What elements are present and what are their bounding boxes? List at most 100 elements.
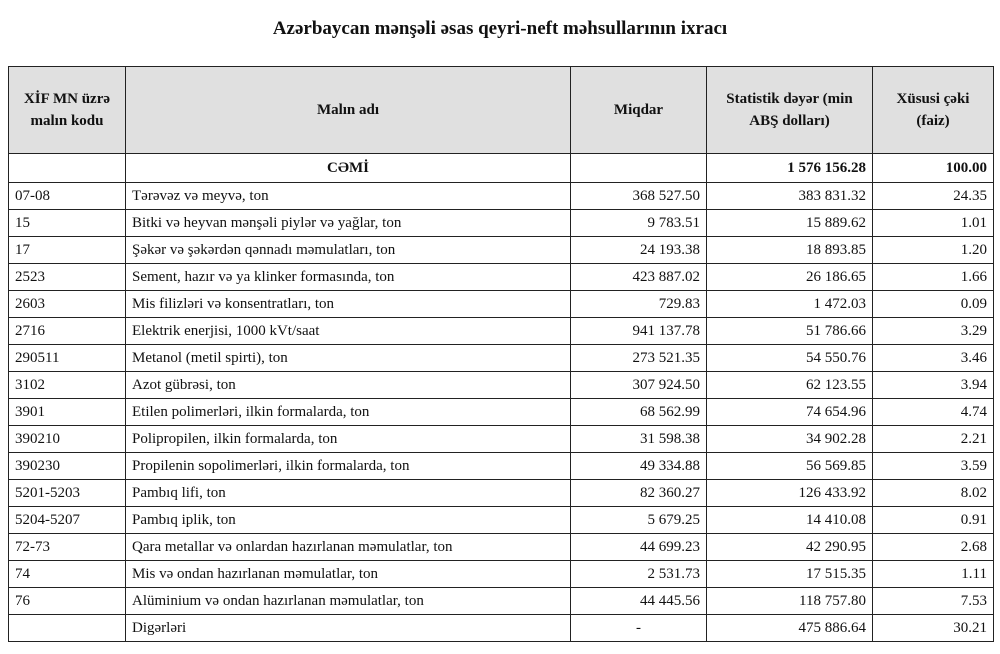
- cell-quantity: 307 924.50: [570, 371, 707, 399]
- total-share: 100.00: [872, 153, 994, 183]
- header-quantity: Miqdar: [570, 66, 707, 154]
- cell-quantity: 49 334.88: [570, 452, 707, 480]
- cell-value: 74 654.96: [706, 398, 873, 426]
- total-code: [8, 153, 126, 183]
- cell-share: 1.11: [872, 560, 994, 588]
- cell-share: 3.94: [872, 371, 994, 399]
- cell-share: 3.46: [872, 344, 994, 372]
- cell-name: Polipropilen, ilkin formalarda, ton: [125, 425, 571, 453]
- cell-code: 07-08: [8, 182, 126, 210]
- total-quantity: [570, 153, 707, 183]
- header-code: XİF MN üzrə malın kodu: [8, 66, 126, 154]
- cell-quantity: 729.83: [570, 290, 707, 318]
- cell-name: Elektrik enerjisi, 1000 kVt/saat: [125, 317, 571, 345]
- table-row: 3901 Etilen polimerləri, ilkin formalarda…: [8, 398, 994, 426]
- cell-value: 118 757.80: [706, 587, 873, 615]
- table-row: Digərləri -475 886.64 30.21: [8, 614, 994, 642]
- cell-name: Bitki və heyvan mənşəli piylər və yağlar…: [125, 209, 571, 237]
- cell-quantity: 44 445.56: [570, 587, 707, 615]
- table-row: 17 Şəkər və şəkərdən qənnadı məmulatları,…: [8, 236, 994, 264]
- cell-share: 3.29: [872, 317, 994, 345]
- table-row: 3102 Azot gübrəsi, ton 307 924.50 62 123.55…: [8, 371, 994, 399]
- cell-name: Sement, hazır və ya klinker formasında, …: [125, 263, 571, 291]
- cell-name: Şəkər və şəkərdən qənnadı məmulatları, t…: [125, 236, 571, 264]
- table-row: 15 Bitki və heyvan mənşəli piylər və yağl…: [8, 209, 994, 237]
- cell-value: 1 472.03: [706, 290, 873, 318]
- cell-quantity: 273 521.35: [570, 344, 707, 372]
- cell-share: 1.20: [872, 236, 994, 264]
- header-value: Statistik dəyər (min ABŞ dolları): [706, 66, 873, 154]
- table-row: 2603 Mis filizləri və konsentratları, ton…: [8, 290, 994, 318]
- exports-table: XİF MN üzrə malın kodu Malın adı Miqdar …: [8, 66, 994, 642]
- cell-name: Mis filizləri və konsentratları, ton: [125, 290, 571, 318]
- cell-code: 390230: [8, 452, 126, 480]
- cell-value: 15 889.62: [706, 209, 873, 237]
- cell-value: 14 410.08: [706, 506, 873, 534]
- cell-code: 5201-5203: [8, 479, 126, 507]
- table-row: 07-08 Tərəvəz və meyvə, ton 368 527.50 383 …: [8, 182, 994, 210]
- cell-value: 54 550.76: [706, 344, 873, 372]
- cell-quantity: 5 679.25: [570, 506, 707, 534]
- cell-quantity: 24 193.38: [570, 236, 707, 264]
- page-title: Azərbaycan mənşəli əsas qeyri-neft məhsu…: [272, 18, 728, 39]
- cell-value: 18 893.85: [706, 236, 873, 264]
- cell-quantity: 68 562.99: [570, 398, 707, 426]
- cell-name: Etilen polimerləri, ilkin formalarda, to…: [125, 398, 571, 426]
- cell-value: 26 186.65: [706, 263, 873, 291]
- cell-quantity: 423 887.02: [570, 263, 707, 291]
- table-row: 290511 Metanol (metil spirti), ton 273 521…: [8, 344, 994, 372]
- header-share: Xüsusi çəki (faiz): [872, 66, 994, 154]
- cell-share: 24.35: [872, 182, 994, 210]
- cell-code: 15: [8, 209, 126, 237]
- header-row: XİF MN üzrə malın kodu Malın adı Miqdar …: [8, 66, 994, 154]
- cell-quantity: 2 531.73: [570, 560, 707, 588]
- cell-value: 34 902.28: [706, 425, 873, 453]
- table-row: 390230 Propilenin sopolimerləri, ilkin fo…: [8, 452, 994, 480]
- cell-share: 2.68: [872, 533, 994, 561]
- cell-share: 1.66: [872, 263, 994, 291]
- cell-value: 475 886.64: [706, 614, 873, 642]
- cell-share: 4.74: [872, 398, 994, 426]
- cell-code: 3901: [8, 398, 126, 426]
- table-row: 2523 Sement, hazır və ya klinker formasın…: [8, 263, 994, 291]
- cell-code: 76: [8, 587, 126, 615]
- cell-value: 56 569.85: [706, 452, 873, 480]
- table-row: 390210 Polipropilen, ilkin formalarda, to…: [8, 425, 994, 453]
- cell-name: Tərəvəz və meyvə, ton: [125, 182, 571, 210]
- cell-value: 17 515.35: [706, 560, 873, 588]
- cell-quantity: 368 527.50: [570, 182, 707, 210]
- table-row: 5201-5203 Pambıq lifi, ton 82 360.27 126 43…: [8, 479, 994, 507]
- cell-name: Mis və ondan hazırlanan məmulatlar, ton: [125, 560, 571, 588]
- cell-quantity: 941 137.78: [570, 317, 707, 345]
- cell-name: Azot gübrəsi, ton: [125, 371, 571, 399]
- cell-share: 3.59: [872, 452, 994, 480]
- cell-code: 2716: [8, 317, 126, 345]
- cell-value: 383 831.32: [706, 182, 873, 210]
- total-row: CƏMİ 1 576 156.28 100.00: [8, 153, 994, 183]
- cell-code: 74: [8, 560, 126, 588]
- cell-value: 42 290.95: [706, 533, 873, 561]
- cell-code: 2603: [8, 290, 126, 318]
- cell-share: 0.09: [872, 290, 994, 318]
- cell-share: 2.21: [872, 425, 994, 453]
- table-row: 5204-5207 Pambıq iplik, ton 5 679.25 14 410…: [8, 506, 994, 534]
- cell-code: 290511: [8, 344, 126, 372]
- cell-name: Alüminium və ondan hazırlanan məmulatlar…: [125, 587, 571, 615]
- cell-share: 0.91: [872, 506, 994, 534]
- cell-quantity: 31 598.38: [570, 425, 707, 453]
- cell-share: 30.21: [872, 614, 994, 642]
- cell-value: 126 433.92: [706, 479, 873, 507]
- cell-name: Digərləri: [125, 614, 571, 642]
- table-row: 2716 Elektrik enerjisi, 1000 kVt/saat 941 …: [8, 317, 994, 345]
- cell-share: 7.53: [872, 587, 994, 615]
- table-row: 72-73 Qara metallar və onlardan hazırlana…: [8, 533, 994, 561]
- cell-value: 62 123.55: [706, 371, 873, 399]
- cell-name: Pambıq lifi, ton: [125, 479, 571, 507]
- cell-code: 3102: [8, 371, 126, 399]
- cell-code: 390210: [8, 425, 126, 453]
- cell-code: 72-73: [8, 533, 126, 561]
- cell-name: Metanol (metil spirti), ton: [125, 344, 571, 372]
- cell-share: 1.01: [872, 209, 994, 237]
- cell-quantity: 9 783.51: [570, 209, 707, 237]
- total-value: 1 576 156.28: [706, 153, 873, 183]
